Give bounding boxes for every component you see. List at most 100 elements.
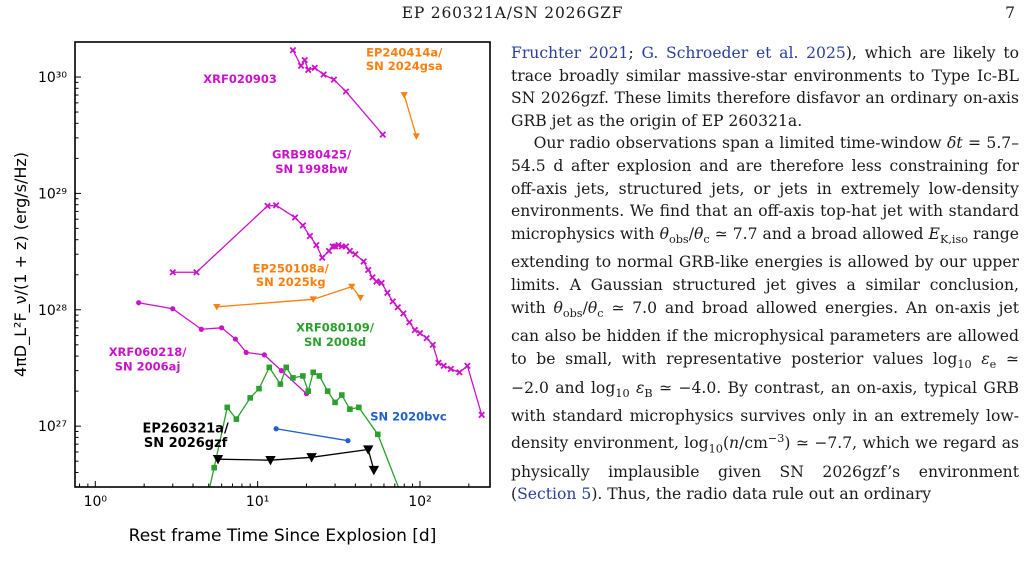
data-point-x-marker [416, 329, 424, 337]
data-point-square [290, 375, 296, 381]
data-point-x-marker [301, 56, 309, 64]
data-point-square [256, 385, 262, 392]
data-point-square [339, 392, 345, 398]
series-label: EP250108a/ [253, 261, 330, 275]
plot-frame [74, 41, 491, 488]
upper-limit-triangle [368, 465, 380, 476]
series-grb980425-sn-1998bw [169, 201, 486, 419]
series-label: SN 2024gsa [366, 59, 443, 73]
upper-limit-triangle [356, 294, 365, 302]
data-point-dot [273, 426, 279, 432]
running-head: EP 260321A/SN 2026GZF [401, 4, 624, 22]
data-point-x-marker [435, 359, 442, 367]
citation-link[interactable]: Section 5 [517, 485, 592, 504]
series-label: SN 2025kg [256, 275, 326, 289]
series-ep240414a-sn-2024gsa [400, 92, 420, 140]
upper-limit-triangle [309, 296, 317, 303]
page-number: 7 [1005, 4, 1015, 22]
data-point-dot [278, 368, 284, 374]
series-xrf080109-sn-2008d [209, 364, 400, 487]
series-label: XRF020903 [203, 72, 277, 86]
series-line [276, 428, 349, 442]
citation-link[interactable]: Fruchter 2021 [511, 44, 629, 62]
series-label: SN 2026gzf [144, 436, 228, 451]
data-point-dot [232, 336, 239, 342]
series-label: SN 1998bw [275, 162, 348, 176]
data-point-dot [219, 325, 225, 331]
plot-area [136, 46, 486, 487]
data-point-x-marker [364, 266, 372, 274]
data-point-square [211, 464, 217, 471]
upper-limit-triangle [306, 453, 317, 463]
data-point-x-marker [478, 411, 486, 419]
data-point-x-marker [456, 369, 463, 376]
data-point-x-marker [193, 268, 200, 276]
series-line [172, 204, 483, 416]
data-point-square [224, 404, 231, 411]
data-point-square [316, 373, 323, 379]
data-point-dot [170, 306, 176, 312]
data-point-square [277, 381, 284, 387]
data-point-x-marker [406, 318, 413, 326]
data-point-x-marker [330, 76, 338, 83]
data-point-x-marker [373, 278, 380, 285]
data-point-square [247, 395, 253, 401]
data-point-x-marker [360, 258, 368, 265]
paragraph-2: Our radio observations span a limited ti… [511, 134, 1019, 504]
data-point-x-marker [264, 202, 271, 210]
y-axis-label: 4πD_L²F_ν/(1 + z) (erg/s/Hz) [11, 152, 31, 377]
paragraph-1: Fruchter 2021; G. Schroeder et al. 2025)… [511, 44, 1019, 130]
data-point-x-marker [304, 66, 312, 74]
y-tick-label: 10²⁸ [38, 303, 67, 319]
data-point-square [356, 404, 362, 411]
data-point-square [233, 416, 240, 422]
data-point-square [305, 388, 312, 394]
series-label: SN 2008d [304, 335, 366, 349]
series-label: GRB980425/ [272, 147, 352, 161]
series-xrf020903 [289, 46, 387, 138]
data-point-x-marker [289, 46, 297, 54]
data-point-x-marker [440, 362, 448, 370]
series-label: XRF080109/ [296, 321, 375, 335]
series-ep260321a-sn-2026gzf [212, 445, 380, 476]
data-point-dot [345, 438, 351, 444]
data-point-x-marker [299, 222, 307, 229]
data-point-x-marker [429, 341, 437, 349]
data-point-x-marker [313, 241, 320, 249]
series-label: XRF060218/ [109, 345, 188, 359]
data-point-x-marker [346, 247, 354, 255]
data-point-x-marker [384, 289, 391, 297]
x-tick-label: 10² [408, 494, 431, 510]
data-point-x-marker [447, 365, 455, 373]
series-line [403, 94, 417, 137]
data-point-x-marker [423, 334, 431, 342]
data-point-square [310, 369, 317, 376]
data-point-x-marker [378, 279, 385, 287]
data-point-dot [136, 300, 142, 306]
data-point-x-marker [306, 232, 314, 240]
upper-limit-triangle [412, 133, 420, 140]
series-xrf060218-sn-2006aj [136, 300, 310, 397]
series-label: SN 2020bvc [370, 409, 447, 423]
data-point-x-marker [272, 201, 280, 209]
data-point-x-marker [394, 303, 402, 311]
data-point-square [266, 364, 273, 371]
x-axis-label: Rest frame Time Since Explosion [d] [129, 526, 437, 546]
data-point-square [283, 364, 290, 371]
data-point-x-marker [411, 326, 419, 334]
data-point-x-marker [291, 214, 299, 221]
data-point-x-marker [320, 71, 327, 78]
data-point-square [332, 399, 338, 406]
data-point-x-marker [464, 362, 471, 370]
y-tick-label: 10²⁷ [38, 419, 67, 435]
citation-link[interactable]: G. Schroeder et al. 2025 [641, 44, 846, 62]
series-sn-2020bvc [273, 426, 351, 444]
x-tick-label: 10¹ [246, 494, 269, 510]
data-point-x-marker [389, 298, 397, 305]
series-label: SN 2006aj [115, 360, 181, 374]
data-point-x-marker [311, 64, 319, 72]
y-tick-label: 10²⁹ [38, 186, 67, 202]
data-point-x-marker [297, 62, 305, 70]
data-point-dot [198, 326, 204, 332]
series-label: EP260321a/ [142, 422, 228, 437]
